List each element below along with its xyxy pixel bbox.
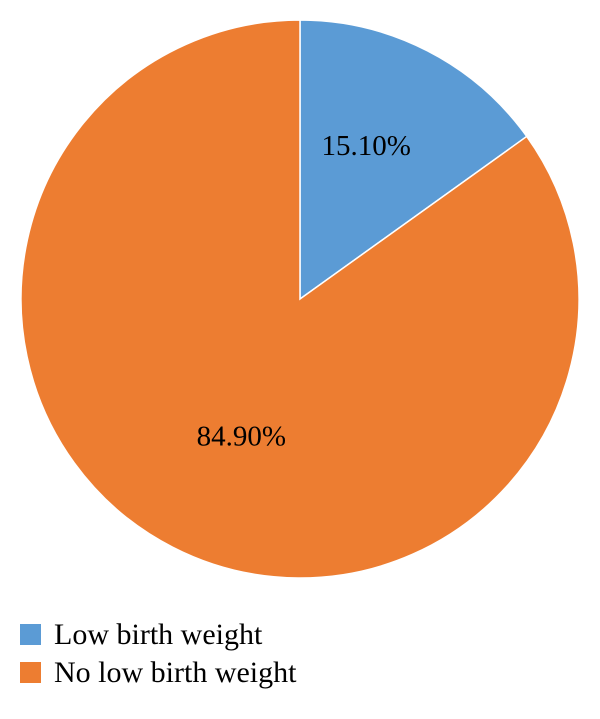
legend-label-low-birth-weight: Low birth weight xyxy=(54,618,263,651)
pie-slices xyxy=(20,19,580,579)
pie-slice-no-low-birth-weight xyxy=(20,19,580,579)
data-label-no-low-birth-weight: 84.90% xyxy=(197,421,286,453)
legend-swatch-low-birth-weight xyxy=(20,624,41,645)
legend: Low birth weight No low birth weight xyxy=(20,618,297,689)
legend-swatch-no-low-birth-weight xyxy=(20,662,41,683)
data-labels: 15.10% 84.90% xyxy=(197,130,411,452)
data-label-low-birth-weight: 15.10% xyxy=(322,130,411,162)
legend-label-no-low-birth-weight: No low birth weight xyxy=(54,656,297,689)
pie-slice-low-birth-weight xyxy=(299,19,528,301)
